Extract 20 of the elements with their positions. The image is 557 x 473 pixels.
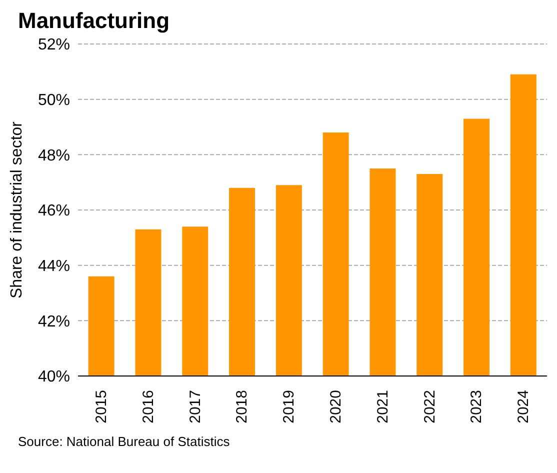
source-note: Source: National Bureau of Statistics <box>17 434 231 449</box>
y-tick-label: 42% <box>38 313 70 330</box>
y-tick-label: 48% <box>38 147 70 164</box>
y-axis-title: Share of industrial sector <box>8 120 26 298</box>
x-tick-label: 2022 <box>421 390 438 424</box>
chart-title: Manufacturing <box>17 8 171 34</box>
x-tick-label: 2017 <box>186 390 204 424</box>
x-tick-label: 2018 <box>234 390 251 424</box>
y-tick-label: 40% <box>38 368 70 386</box>
x-tick-label: 2021 <box>374 390 392 424</box>
y-tick-label: 52% <box>38 36 70 54</box>
x-tick-label: 2023 <box>468 390 486 424</box>
x-tick-label: 2024 <box>515 390 532 424</box>
x-tick-label: 2019 <box>280 390 298 424</box>
y-tick-label: 44% <box>38 258 70 276</box>
y-tick-label: 46% <box>38 202 70 220</box>
x-tick-label: 2016 <box>140 390 157 424</box>
x-tick-label: 2015 <box>92 390 110 424</box>
y-tick-label: 50% <box>38 92 70 110</box>
x-tick-label: 2020 <box>327 390 344 424</box>
